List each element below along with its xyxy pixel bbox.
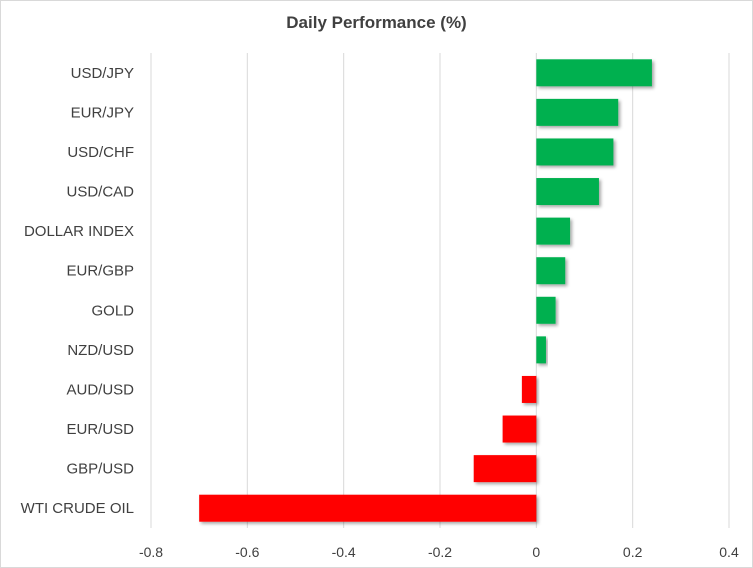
x-tick-label: -0.2 [428,544,452,560]
category-label: NZD/USD [67,342,134,359]
bar-eur-jpy [536,98,619,126]
category-label: GBP/USD [66,461,134,478]
bar-gbp-usd [473,455,537,483]
x-tick-label: -0.4 [332,544,356,560]
bar-usd-jpy [536,59,652,87]
bar-nzd-usd [536,336,546,364]
x-tick-label: 0.4 [719,544,739,560]
category-label: EUR/GBP [66,263,134,280]
category-label: AUD/USD [66,381,134,398]
bar-usd-cad [536,178,599,206]
bar-eur-usd [502,415,537,443]
x-tick-label: -0.6 [235,544,259,560]
category-label: USD/CHF [67,144,134,161]
bar-gold [536,296,556,324]
bar-dollar-index [536,217,571,245]
x-tick-label: 0.2 [623,544,643,560]
category-label: EUR/USD [66,421,134,438]
category-label: USD/JPY [71,65,134,82]
category-label: DOLLAR INDEX [24,223,134,240]
bar-usd-chf [536,138,614,166]
category-label: WTI CRUDE OIL [21,500,134,517]
x-tick-label: 0 [532,544,540,560]
category-label: EUR/JPY [71,104,134,121]
chart-title: Daily Performance (%) [286,13,467,32]
category-label: USD/CAD [66,184,134,201]
bar-wti-crude-oil [199,494,537,522]
category-label: GOLD [91,302,134,319]
bar-aud-usd [521,375,537,403]
x-tick-label: -0.8 [139,544,163,560]
bar-eur-gbp [536,257,566,285]
